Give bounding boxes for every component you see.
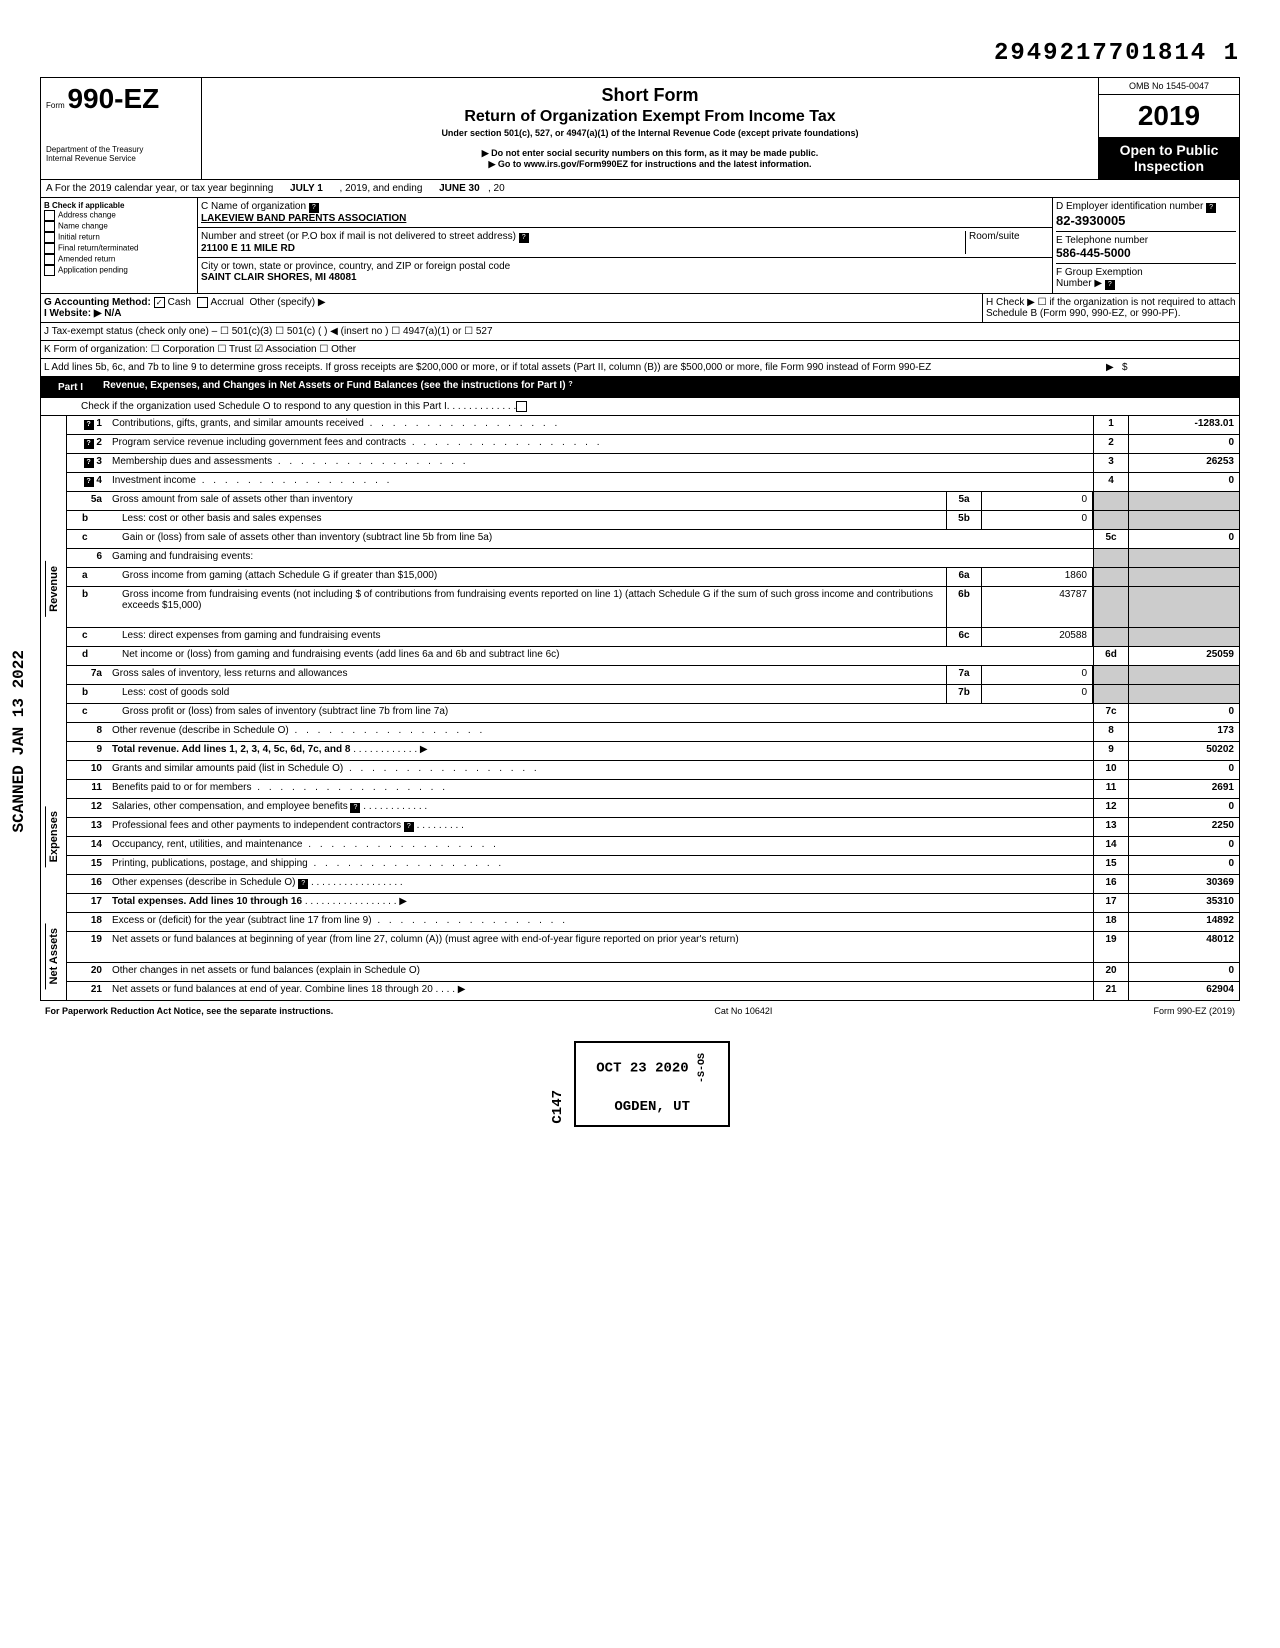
form-label-box: Form 990-EZ Department of the Treasury I… xyxy=(41,78,202,179)
checkbox-accrual[interactable] xyxy=(197,297,208,308)
section-b: B Check if applicable Address change Nam… xyxy=(41,198,198,293)
net-assets-section: Net Assets 18Excess or (deficit) for the… xyxy=(40,913,1240,1001)
help-icon: ? xyxy=(566,380,576,390)
help-icon: ? xyxy=(519,233,529,243)
footer: For Paperwork Reduction Act Notice, see … xyxy=(40,1001,1240,1021)
section-bcd: B Check if applicable Address change Nam… xyxy=(40,198,1240,294)
section-k: K Form of organization: ☐ Corporation ☐ … xyxy=(40,341,1240,359)
form-header: Form 990-EZ Department of the Treasury I… xyxy=(40,77,1240,180)
phone: 586-445-5000 xyxy=(1056,246,1131,260)
instruction-1: ▶ Do not enter social security numbers o… xyxy=(207,148,1093,159)
checkbox-pending[interactable] xyxy=(44,265,55,276)
org-city: SAINT CLAIR SHORES, MI 48081 xyxy=(201,272,357,283)
checkbox-address[interactable] xyxy=(44,210,55,221)
title-return: Return of Organization Exempt From Incom… xyxy=(207,108,1093,126)
revenue-section: Revenue ? 1Contributions, gifts, grants,… xyxy=(40,416,1240,761)
header-right: OMB No 1545-0047 2019 Open to Public Ins… xyxy=(1098,78,1239,179)
help-icon: ? xyxy=(309,203,319,213)
checkbox-name[interactable] xyxy=(44,221,55,232)
dept-treasury: Department of the Treasury xyxy=(46,145,196,154)
irs-label: Internal Revenue Service xyxy=(46,154,196,163)
section-c: C Name of organization ? LAKEVIEW BAND P… xyxy=(198,198,1053,293)
form-number: 990-EZ xyxy=(67,83,159,114)
header-center: Short Form Return of Organization Exempt… xyxy=(202,78,1098,179)
help-icon: ? xyxy=(1105,280,1115,290)
checkbox-amended[interactable] xyxy=(44,254,55,265)
website: N/A xyxy=(104,308,121,319)
expenses-section: Expenses 10Grants and similar amounts pa… xyxy=(40,761,1240,913)
part-1-check: Check if the organization used Schedule … xyxy=(40,398,1240,416)
section-gh: G Accounting Method: Cash Accrual Other … xyxy=(40,294,1240,323)
received-stamp: C147 OCT 23 2020 -S-OS OGDEN, UT xyxy=(40,1041,1240,1127)
section-h: H Check ▶ ☐ if the organization is not r… xyxy=(983,294,1239,322)
section-j: J Tax-exempt status (check only one) – ☐… xyxy=(40,323,1240,341)
ein: 82-3930005 xyxy=(1056,213,1125,228)
help-icon: ? xyxy=(1206,203,1216,213)
scanned-stamp: SCANNED JAN 13 2022 xyxy=(10,650,28,832)
checkbox-initial[interactable] xyxy=(44,232,55,243)
org-address: 21100 E 11 MILE RD xyxy=(201,243,295,254)
open-public: Open to Public Inspection xyxy=(1099,137,1239,179)
checkbox-schedule-o[interactable] xyxy=(516,401,527,412)
section-d: D Employer identification number ? 82-39… xyxy=(1053,198,1239,293)
document-number: 2949217701814 1 xyxy=(40,40,1240,67)
subtitle: Under section 501(c), 527, or 4947(a)(1)… xyxy=(207,128,1093,138)
checkbox-cash[interactable] xyxy=(154,297,165,308)
omb-number: OMB No 1545-0047 xyxy=(1099,78,1239,95)
tax-year: 2019 xyxy=(1099,95,1239,137)
form-text: Form xyxy=(46,101,65,110)
instruction-2: ▶ Go to www.irs.gov/Form990EZ for instru… xyxy=(207,159,1093,170)
section-a: A For the 2019 calendar year, or tax yea… xyxy=(40,180,1240,198)
title-short-form: Short Form xyxy=(207,85,1093,106)
part-1-header: Part I Revenue, Expenses, and Changes in… xyxy=(40,377,1240,398)
section-l: L Add lines 5b, 6c, and 7b to line 9 to … xyxy=(40,359,1240,377)
checkbox-final[interactable] xyxy=(44,243,55,254)
org-name: LAKEVIEW BAND PARENTS ASSOCIATION xyxy=(201,213,406,224)
